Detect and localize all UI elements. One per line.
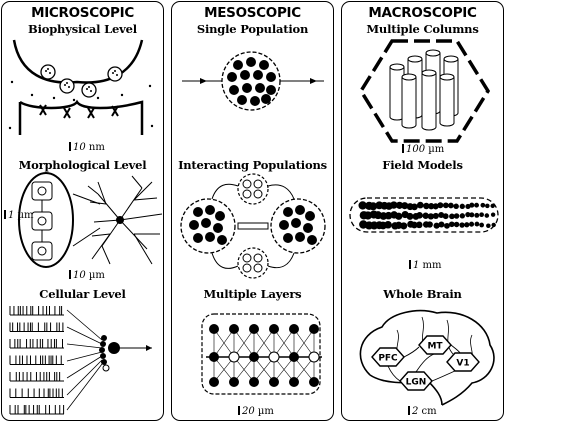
cortical-columns-illustration — [358, 39, 491, 143]
whole-brain-label: Whole Brain — [383, 287, 462, 301]
field-dot — [384, 211, 393, 220]
field-dot — [459, 203, 465, 210]
field-dot — [469, 202, 475, 208]
field-dot — [442, 202, 449, 209]
scale-bar-10nm: 10 nm — [69, 142, 105, 153]
field-dot — [465, 211, 471, 218]
field-dot — [432, 212, 439, 219]
field-dot — [474, 212, 480, 218]
field-dot — [411, 203, 418, 211]
morphological-level-label: Morphological Level — [18, 158, 147, 172]
field-dot — [444, 222, 450, 229]
whole-brain-illustration: PFC MT V1 LGN — [359, 309, 495, 406]
field-dot — [486, 223, 491, 229]
field-dot — [428, 203, 435, 210]
field-dot — [432, 203, 439, 210]
single-population-illustration — [182, 51, 324, 111]
field-dot — [469, 212, 475, 218]
macroscopic-title: MACROSCOPIC — [368, 5, 477, 21]
field-dot — [459, 213, 466, 219]
field-dot — [416, 201, 424, 209]
brain-region-v1: V1 — [456, 359, 469, 369]
field-dot — [416, 211, 423, 219]
field-dot — [480, 202, 486, 208]
field-dot — [369, 202, 378, 211]
field-dot — [395, 212, 403, 220]
field-dot — [438, 221, 445, 228]
field-dot — [449, 213, 455, 220]
single-population-label: Single Population — [196, 22, 309, 36]
field-dot — [426, 221, 433, 228]
field-dot — [491, 222, 496, 228]
field-dot — [427, 213, 435, 220]
field-dot — [490, 203, 495, 209]
field-dot — [358, 201, 367, 210]
brain-region-mt: MT — [427, 342, 443, 352]
scale-bar-1um: 1 µm — [4, 210, 34, 221]
field-dot — [453, 221, 460, 228]
brain-region-lgn: LGN — [406, 378, 427, 388]
multiple-layers-label: Multiple Layers — [203, 287, 302, 301]
field-dot — [484, 213, 490, 218]
spike-trains-illustration — [9, 306, 152, 415]
mesoscopic-panel: MESOSCOPIC Single Population Interacting… — [171, 1, 334, 421]
field-dot — [401, 202, 409, 210]
scale-bar-1mm: 1 mm — [409, 260, 442, 271]
field-dot — [448, 202, 454, 209]
field-dot — [433, 222, 440, 229]
field-dot — [464, 222, 470, 228]
scale-bar-2cm: 2 cm — [408, 406, 437, 417]
field-models-label: Field Models — [382, 158, 463, 172]
multiple-layers-illustration — [201, 313, 322, 395]
synapse-illustration — [8, 39, 154, 135]
field-dot — [423, 202, 430, 210]
macroscopic-panel: MACROSCOPIC Multiple Columns 100 µm Fiel… — [341, 1, 504, 421]
field-dot — [438, 211, 445, 218]
scale-bar-10um: 10 µm — [69, 270, 105, 281]
field-dot — [395, 201, 404, 210]
field-dot — [400, 222, 408, 230]
field-dot — [422, 212, 429, 219]
biophysical-level-label: Biophysical Level — [28, 22, 137, 36]
field-dot — [384, 220, 392, 229]
multiple-columns-label: Multiple Columns — [366, 22, 479, 36]
interacting-populations-illustration — [180, 173, 326, 279]
microscopic-title: MICROSCOPIC — [31, 5, 134, 21]
field-dot — [453, 213, 460, 219]
neuron-morphology-illustration — [18, 172, 163, 268]
scale-bar-100um: 100 µm — [402, 144, 444, 155]
field-dot — [490, 212, 496, 217]
field-dot — [442, 213, 449, 220]
field-dot — [459, 222, 465, 228]
field-model-illustration — [349, 197, 499, 233]
field-dot — [479, 222, 485, 228]
field-dot — [474, 202, 480, 208]
field-dot — [485, 203, 490, 209]
cellular-level-label: Cellular Level — [39, 287, 126, 301]
microscopic-panel: MICROSCOPIC Biophysical Level 10 nm Morp… — [1, 1, 164, 421]
mesoscopic-title: MESOSCOPIC — [204, 5, 301, 21]
field-dot — [465, 203, 471, 210]
brain-region-pfc: PFC — [378, 354, 398, 364]
field-dot — [448, 221, 455, 228]
field-dot — [469, 221, 475, 227]
field-dot — [415, 221, 423, 229]
interacting-populations-label: Interacting Populations — [178, 158, 327, 172]
field-dot — [453, 203, 459, 210]
field-dot — [474, 221, 480, 227]
field-dot — [390, 201, 398, 209]
field-dot — [410, 221, 418, 229]
scale-bar-20um: 20 µm — [238, 406, 274, 417]
field-dot — [406, 212, 414, 220]
field-dot — [479, 212, 484, 218]
field-dot — [437, 202, 444, 209]
